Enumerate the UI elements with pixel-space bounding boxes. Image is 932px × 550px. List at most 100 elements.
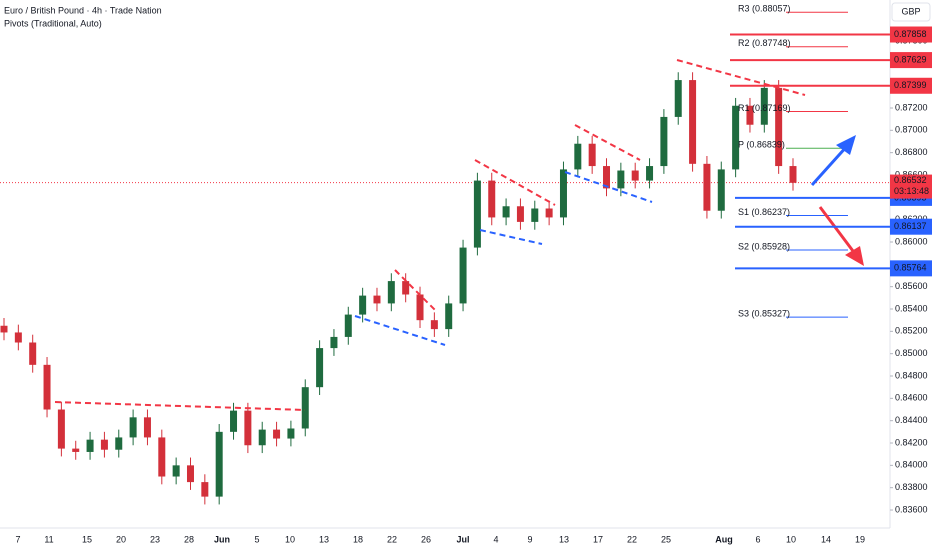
y-tick-label: 0.87200 [895,102,928,112]
candle-body [473,180,481,248]
trendline [474,159,556,206]
candle-body [316,348,324,388]
candle-body [29,342,37,365]
candle-body [402,281,410,295]
level-box [890,52,932,69]
level-label: 0.87629 [894,54,927,64]
x-tick-label: 20 [116,534,126,544]
y-tick-label: 0.87000 [895,125,928,135]
y-tick-label: 0.84200 [895,437,928,447]
candle-body [445,303,453,330]
level-box [890,218,932,235]
pivot-label: R3 (0.88057) [738,4,791,14]
candle-body [674,80,682,117]
trendline [54,401,306,411]
arrow-down-head [845,246,864,266]
trendline [564,171,653,203]
pivot-label: P (0.86839) [738,140,785,150]
candle-body [516,206,524,222]
y-tick-label: 0.86600 [895,169,928,179]
x-tick-label: 4 [493,534,498,544]
candle-body [703,163,711,211]
candle-body [588,143,596,167]
pivot-label: S3 (0.85327) [738,309,790,319]
candle-body [416,294,424,321]
candle-body [617,170,625,189]
level-box [890,77,932,94]
candle-body [387,281,395,304]
y-tick-label: 0.85200 [895,326,928,336]
trendline [354,315,446,346]
x-tick-label: 13 [559,534,569,544]
x-tick-label: 18 [353,534,363,544]
candle-body [775,87,783,167]
arrows [810,135,864,266]
candle-body [717,169,725,211]
candle-body [100,439,108,450]
candle-body [373,295,381,304]
level-label: 0.86137 [894,221,927,231]
x-tick-label: 10 [285,534,295,544]
chart-title: Euro / British Pound · 4h · Trade Nation [4,5,162,15]
plot [0,11,893,511]
candle-body [330,336,338,349]
y-tick-label: 0.84800 [895,370,928,380]
x-tick-label: Jun [214,534,230,544]
x-tick-label: Aug [715,534,733,544]
trendline [574,124,641,161]
candle-body [760,87,768,125]
x-tick-label: 28 [184,534,194,544]
currency-button[interactable] [891,2,931,22]
candle-body [545,208,553,218]
candle-body [115,437,123,450]
candle-body [215,431,223,497]
x-tick-label: 25 [661,534,671,544]
y-tick-label: 0.84400 [895,415,928,425]
candle-body [129,417,137,438]
candle-body [631,170,639,181]
y-tick-label: 0.84600 [895,393,928,403]
candle-body [301,387,309,429]
x-tick-label: 19 [855,534,865,544]
pivot-label: S2 (0.85928) [738,241,790,251]
candle-body [789,166,797,183]
x-tick-label: 9 [527,534,532,544]
candle-body [14,332,22,343]
candle-body [201,482,209,497]
candle-body [258,429,266,446]
x-tick-label: 17 [593,534,603,544]
candle-body [143,417,151,438]
y-tick-label: 0.84000 [895,460,928,470]
candle-body [287,428,295,439]
level-label: 0.87399 [894,80,927,90]
x-tick-label: 22 [387,534,397,544]
chart-subtitle: Pivots (Traditional, Auto) [4,18,102,28]
x-tick-label: 10 [786,534,796,544]
candle-body [574,143,582,170]
candle-body [172,465,180,477]
candle-body [43,364,51,410]
candle-body [502,206,510,218]
x-tick-label: 26 [421,534,431,544]
pivot-label: R1 (0.87169) [738,103,791,113]
y-tick-label: 0.85400 [895,303,928,313]
arrow-up [810,143,850,187]
y-tick-label: 0.86000 [895,236,928,246]
trendline [479,229,543,245]
x-tick-label: 23 [150,534,160,544]
currency-label[interactable]: GBP [901,6,920,16]
candle-body [459,247,467,304]
x-tick-label: 11 [44,534,53,544]
arrow-down [818,206,858,256]
x-tick-label: 15 [82,534,92,544]
candle-body [559,169,567,218]
candle-body [0,325,8,333]
x-tick-label: 5 [254,534,259,544]
current-price-box [890,174,932,199]
y-tick-label: 0.83800 [895,482,928,492]
candle-body [430,320,438,330]
candle-body [359,295,367,315]
candle-body [603,166,611,189]
candle-body [244,410,252,446]
x-tick-label: 13 [319,534,329,544]
